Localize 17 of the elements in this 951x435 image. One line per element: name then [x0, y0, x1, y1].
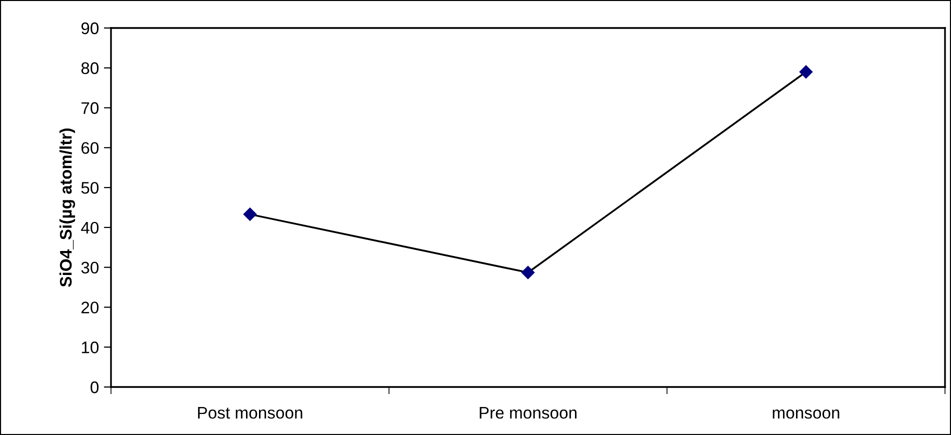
y-tick-label: 0 — [90, 381, 99, 394]
y-tick-label: 20 — [81, 302, 99, 314]
y-tick-label: 90 — [81, 22, 99, 34]
y-tick-label: 60 — [82, 142, 99, 154]
y-axis-title: SiO4_Si(µg atom/ltr) — [59, 128, 76, 287]
point — [243, 208, 257, 221]
x-tick-label: Post monsoon — [198, 407, 302, 419]
y-tick-label: 40 — [81, 222, 99, 234]
x-tick-label: Pre monsoon — [480, 407, 576, 419]
y-tick-label: 30 — [81, 262, 99, 274]
point — [799, 65, 813, 78]
x-tick-label: monsoon — [772, 410, 840, 419]
y-tick-label: 80 — [81, 62, 99, 74]
point — [521, 266, 535, 280]
y-tick-label: 10 — [82, 342, 99, 354]
y-tick-label: 70 — [82, 102, 99, 114]
y-tick-label: 50 — [81, 182, 99, 194]
